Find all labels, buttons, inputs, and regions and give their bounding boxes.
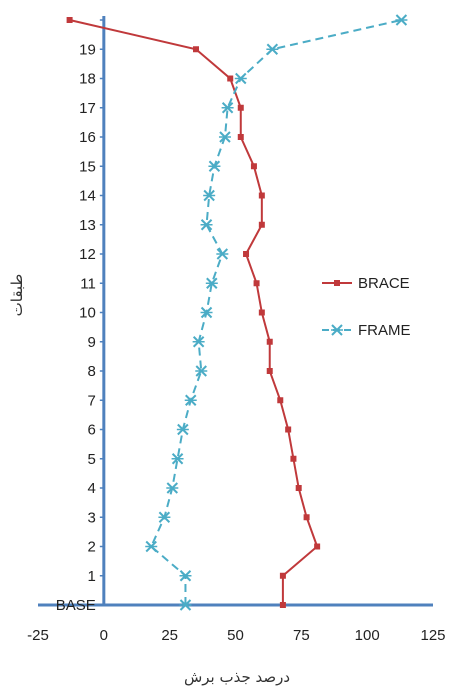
brace-point <box>303 514 310 521</box>
frame-point <box>395 14 408 26</box>
brace-point <box>66 17 73 23</box>
brace-point <box>285 426 292 433</box>
frame-legend-item: FRAME <box>322 322 411 339</box>
x-tick-label: 0 <box>100 627 108 644</box>
y-tick-label: 13 <box>79 217 96 234</box>
brace-point <box>227 75 234 82</box>
y-tick-label: 19 <box>79 41 96 58</box>
y-tick-label: 11 <box>80 275 96 292</box>
x-tick-label: -25 <box>27 627 49 644</box>
y-tick-label: 4 <box>87 480 95 497</box>
brace-point <box>279 602 286 608</box>
x-tick-label: 50 <box>227 627 244 644</box>
frame-point <box>216 248 229 260</box>
brace-series <box>66 17 321 608</box>
y-tick-label: 1 <box>87 568 95 585</box>
frame-point <box>200 306 213 319</box>
brace-point <box>250 163 257 170</box>
x-tick-label: 75 <box>293 627 310 644</box>
frame-point <box>200 219 213 231</box>
brace-point <box>258 192 265 199</box>
brace-point <box>314 543 321 550</box>
frame-point <box>171 453 184 465</box>
y-tick-label: 18 <box>79 71 96 88</box>
frame-point <box>195 365 208 377</box>
brace-point <box>258 221 265 228</box>
x-tick-label: 25 <box>161 627 178 644</box>
y-tick-label: 3 <box>87 509 95 526</box>
frame-point <box>176 423 189 436</box>
brace-point <box>295 485 302 491</box>
frame-line <box>150 19 402 605</box>
y-tick-label: 14 <box>79 188 96 205</box>
series-layer <box>66 14 408 611</box>
y-tick-label: 15 <box>79 158 96 175</box>
brace-point <box>277 397 284 404</box>
frame-point <box>221 102 234 114</box>
x-axis-title: درصد جذب برش <box>184 668 290 686</box>
brace-point <box>258 309 265 316</box>
brace-point <box>290 455 297 462</box>
y-tick-label: 12 <box>79 246 96 263</box>
frame-point <box>184 394 197 406</box>
axes <box>38 16 433 607</box>
brace-point <box>237 104 244 111</box>
brace-point <box>237 134 244 140</box>
legend: BRACE FRAME <box>322 275 411 339</box>
y-tick-label: 2 <box>87 539 95 556</box>
y-tick-label: 8 <box>87 363 95 380</box>
y-tick-label: 17 <box>79 100 96 117</box>
frame-legend-label: FRAME <box>358 322 411 339</box>
frame-point <box>192 336 205 348</box>
brace-legend-item: BRACE <box>322 275 410 292</box>
brace-point <box>243 251 250 257</box>
brace-point <box>279 572 286 579</box>
frame-point <box>208 160 221 172</box>
frame-point <box>205 277 218 289</box>
frame-series <box>145 14 408 611</box>
brace-line <box>69 19 319 605</box>
frame-point <box>331 324 343 336</box>
frame-point <box>179 570 192 582</box>
brace-point <box>253 280 260 287</box>
y-tick-label: 6 <box>87 422 95 439</box>
x-tick-labels: -25 0 25 50 75 100 125 <box>27 627 445 644</box>
y-axis-title: طبقات <box>8 274 26 317</box>
y-tick-label: 7 <box>87 392 95 409</box>
x-tick-label: 100 <box>355 627 380 644</box>
frame-point <box>145 540 158 553</box>
brace-point <box>334 280 340 286</box>
frame-point <box>266 43 279 55</box>
x-tick-label: 125 <box>420 627 445 644</box>
y-tick-label: 10 <box>79 305 96 322</box>
y-tick-label: BASE <box>56 597 96 614</box>
frame-point <box>234 72 247 85</box>
frame-point <box>158 511 171 523</box>
y-tick-label: 5 <box>87 451 95 468</box>
y-tick-label: 9 <box>87 334 95 351</box>
frame-point <box>179 599 192 611</box>
frame-point <box>203 189 216 202</box>
frame-point <box>218 131 231 143</box>
y-tick-label: 16 <box>79 129 96 146</box>
brace-point <box>193 46 199 53</box>
frame-point <box>166 482 179 494</box>
brace-point <box>266 338 273 345</box>
brace-point <box>266 368 273 374</box>
brace-legend-label: BRACE <box>358 275 410 292</box>
